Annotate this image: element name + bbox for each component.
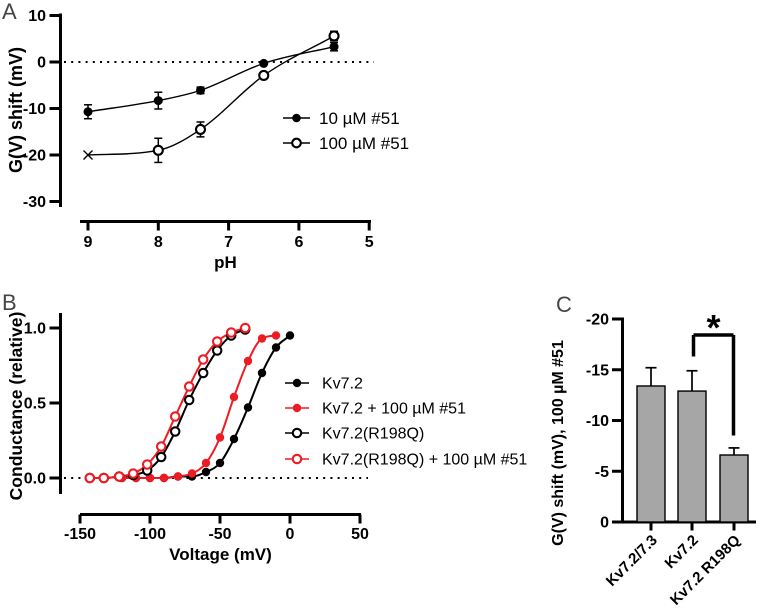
series-curve — [87, 35, 335, 156]
filled-circle-marker — [243, 403, 253, 412]
open-circle-marker — [197, 367, 209, 379]
open-circle-marker — [127, 468, 139, 479]
open-circle-marker — [169, 426, 181, 437]
legend-label: Kv7.2(R198Q) + 100 µM #51 — [322, 452, 527, 469]
legend-label: Kv7.2 + 100 µM #51 — [322, 401, 466, 418]
panel-c-label: C — [556, 292, 572, 317]
filled-circle-marker — [215, 458, 225, 468]
y-axis-title: G(V) shift (mV) — [6, 47, 26, 173]
filled-circle-marker — [187, 469, 197, 478]
open-circle-marker — [194, 123, 207, 135]
open-circle-marker — [291, 453, 303, 465]
open-circle-marker — [291, 427, 303, 439]
x-tick-label: -50 — [208, 526, 231, 543]
open-circle-marker — [152, 144, 164, 156]
open-circle-marker — [239, 322, 251, 334]
filled-circle-marker — [285, 331, 295, 340]
y-tick-label: -10 — [23, 101, 46, 118]
filled-circle-marker — [292, 378, 302, 388]
bar — [719, 454, 749, 523]
y-tick-label: -10 — [586, 413, 609, 430]
x-tick-label: 8 — [154, 234, 163, 251]
open-circle-marker — [113, 471, 125, 482]
x-category-label: Kv7.2 — [662, 532, 702, 572]
legend-label: Kv7.2 — [322, 376, 363, 393]
filled-circle-marker — [195, 85, 205, 95]
y-tick-label: -30 — [23, 194, 46, 211]
series-curve — [87, 45, 335, 113]
x-tick-label: -100 — [134, 526, 166, 543]
y-axis-title: Conductance (relative) — [6, 312, 26, 501]
filled-circle-marker — [257, 334, 267, 343]
legend-label: Kv7.2(R198Q) — [322, 426, 424, 443]
x-tick-label: 9 — [84, 234, 93, 251]
x-tick-label: 7 — [224, 234, 233, 251]
filled-circle-marker — [257, 368, 267, 378]
filled-circle-marker — [159, 473, 169, 483]
bar — [636, 385, 666, 523]
filled-circle-marker — [271, 343, 281, 352]
open-circle-marker — [155, 441, 167, 452]
panel-a-chart: 10 0 -10 -20 -30 9 8 7 6 5 pH G(V) shift (mV) 10 µM … — [6, 8, 409, 272]
open-circle-marker — [291, 137, 302, 149]
x-tick-label: 5 — [365, 234, 374, 251]
y-axis-title: G(V) shift (mV), 100 µM #51 — [550, 340, 567, 546]
filled-circle-marker — [215, 433, 225, 442]
filled-circle-marker — [229, 392, 239, 402]
open-circle-marker — [141, 459, 153, 470]
y-tick-label: 1.0 — [24, 321, 46, 338]
x-axis-title: Voltage (mV) — [169, 545, 272, 564]
filled-circle-marker — [173, 472, 183, 481]
significance-star: * — [706, 307, 720, 348]
filled-circle-marker — [153, 96, 163, 106]
panel-a-label: A — [2, 0, 17, 24]
bar — [677, 390, 707, 523]
y-tick-label: -20 — [586, 312, 609, 329]
open-circle-marker — [98, 472, 110, 484]
filled-circle-marker — [201, 467, 211, 477]
open-circle-marker — [258, 69, 270, 82]
legend-label: 10 µM #51 — [319, 109, 400, 128]
y-tick-label: 0 — [600, 515, 609, 532]
open-circle-marker — [328, 30, 340, 42]
filled-circle-marker — [145, 473, 155, 483]
x-category-label: Kv7.2/7.3 — [603, 532, 661, 590]
open-circle-marker — [183, 394, 195, 406]
x-tick-label: 50 — [351, 526, 369, 543]
y-tick-label: -15 — [586, 362, 609, 379]
y-tick-label: 0.5 — [24, 396, 46, 413]
open-circle-marker — [211, 345, 223, 356]
open-circle-marker — [169, 411, 181, 422]
filled-circle-marker — [201, 458, 211, 468]
filled-circle-marker — [329, 42, 339, 52]
panel-b-label: B — [2, 290, 17, 315]
y-tick-label: -5 — [595, 464, 609, 481]
cross-marker — [83, 150, 93, 160]
x-tick-label: 0 — [286, 526, 295, 543]
filled-circle-marker — [83, 107, 93, 117]
x-axis-title: pH — [214, 253, 237, 272]
open-circle-marker — [84, 472, 96, 484]
open-circle-marker — [211, 336, 223, 347]
y-tick-label: 10 — [28, 8, 46, 25]
y-tick-label: -20 — [23, 148, 46, 165]
filled-circle-marker — [243, 356, 253, 366]
x-tick-label: -150 — [64, 526, 96, 543]
filled-circle-marker — [259, 58, 269, 68]
open-circle-marker — [155, 451, 167, 463]
filled-circle-marker — [292, 403, 302, 413]
filled-circle-marker — [229, 434, 239, 444]
filled-circle-marker — [271, 331, 281, 340]
open-circle-marker — [183, 381, 195, 392]
panel-b-chart: 1.0 0.5 0.0 -150 -100 -50 0 50 Voltage (mV) Condu… — [6, 312, 527, 564]
x-tick-label: 6 — [294, 234, 303, 251]
open-circle-marker — [197, 354, 209, 365]
legend-label: 100 µM #51 — [319, 134, 409, 153]
open-circle-marker — [225, 327, 237, 338]
y-tick-label: 0 — [37, 55, 46, 72]
y-tick-label: 0.0 — [24, 471, 46, 488]
filled-circle-marker — [292, 113, 301, 123]
